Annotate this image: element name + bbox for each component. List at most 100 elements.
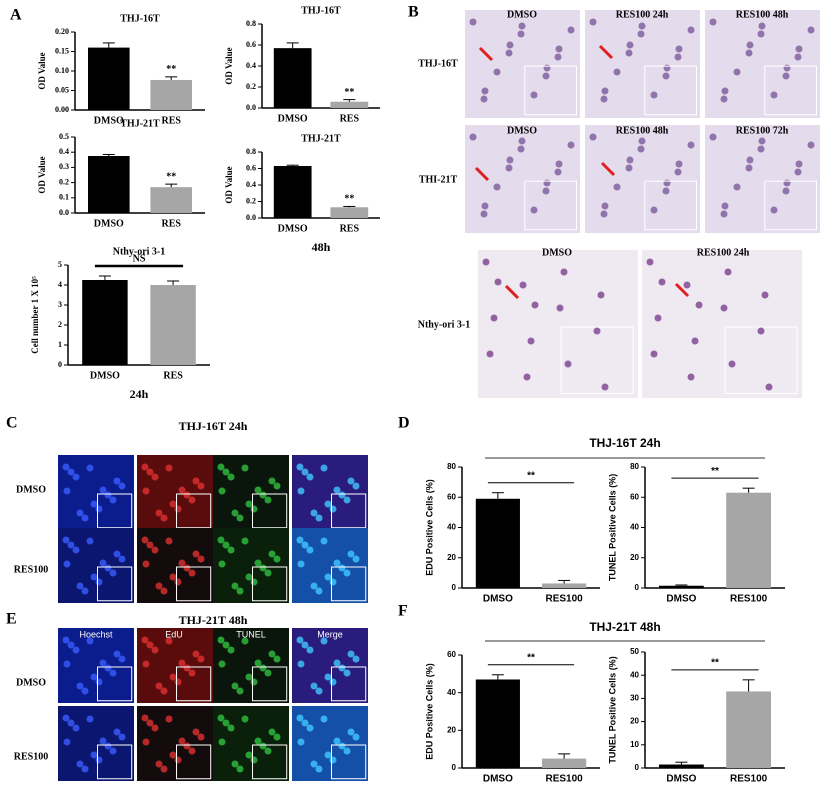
- cell: [174, 756, 182, 764]
- cell: [343, 569, 351, 577]
- micrograph: [292, 706, 368, 781]
- arrow: [478, 46, 494, 62]
- cell: [517, 145, 525, 153]
- panel-title: THJ-21T 48h: [589, 620, 660, 634]
- cell: [231, 682, 239, 690]
- annotation: **: [711, 466, 719, 477]
- y-tick-label: 0.20: [55, 27, 69, 36]
- cell: [530, 206, 538, 214]
- cell: [543, 64, 551, 72]
- cell: [597, 291, 605, 299]
- cell: [259, 491, 267, 499]
- annotation: NS: [133, 253, 146, 264]
- annotation: **: [344, 87, 354, 98]
- cell: [86, 464, 94, 472]
- y-tick-label: 80: [447, 462, 456, 471]
- y-tick-label: 0.10: [55, 66, 69, 75]
- cell: [227, 546, 235, 554]
- x-tick-label: DMSO: [94, 218, 124, 229]
- cell: [329, 678, 337, 686]
- inset: [644, 180, 698, 231]
- y-tick-label: 80: [630, 462, 639, 471]
- cell: [165, 464, 173, 472]
- annotation: **: [527, 470, 535, 481]
- cell: [320, 537, 328, 545]
- cell: [188, 669, 196, 677]
- cell: [236, 514, 244, 522]
- cell: [352, 555, 360, 563]
- cell: [601, 87, 609, 95]
- cell: [155, 682, 163, 690]
- micrograph: [58, 628, 134, 703]
- inset: [176, 566, 212, 602]
- y-tick-label: 10: [630, 740, 639, 749]
- micrograph: [58, 455, 134, 530]
- channel-label: EdU: [165, 629, 183, 639]
- cell: [746, 156, 754, 164]
- cell: [795, 45, 803, 53]
- cell: [63, 660, 71, 668]
- y-tick-label: 0.5: [59, 132, 69, 141]
- cell: [254, 559, 262, 567]
- micrograph: [292, 528, 368, 603]
- cell: [273, 733, 281, 741]
- column-label: RES100 24h: [616, 9, 669, 20]
- cell: [218, 660, 226, 668]
- y-tick-label: 0: [452, 583, 457, 592]
- cell: [782, 72, 790, 80]
- cell: [296, 714, 304, 722]
- cell: [746, 41, 754, 49]
- cell: [217, 714, 225, 722]
- cell: [333, 559, 341, 567]
- cell: [197, 733, 205, 741]
- cell: [217, 463, 225, 471]
- bar: [475, 498, 520, 588]
- cell: [315, 587, 323, 595]
- y-axis-label: OD Value: [37, 156, 47, 193]
- cell: [601, 202, 609, 210]
- panel-label: D: [398, 415, 410, 432]
- bar: [475, 679, 520, 768]
- cell: [109, 747, 117, 755]
- cell: [241, 537, 249, 545]
- cell: [81, 687, 89, 695]
- cell: [99, 486, 107, 494]
- y-tick-label: 0.00: [55, 105, 69, 114]
- cell: [67, 468, 75, 476]
- cell: [76, 760, 84, 768]
- cell: [222, 641, 230, 649]
- y-tick-label: 0.2: [246, 196, 256, 205]
- micrograph: [137, 628, 213, 703]
- cell: [104, 564, 112, 572]
- cell: [306, 473, 314, 481]
- cell: [174, 678, 182, 686]
- cell: [81, 587, 89, 595]
- cell: [151, 724, 159, 732]
- chart-title: THJ-16T: [301, 5, 341, 16]
- cell: [589, 18, 597, 26]
- cell: [480, 95, 488, 103]
- cell: [555, 160, 563, 168]
- cell: [104, 664, 112, 672]
- y-tick-label: 0.2: [246, 82, 256, 91]
- chart-title: THJ-21T: [120, 118, 160, 129]
- cell: [268, 650, 276, 658]
- cell: [613, 183, 621, 191]
- cell: [523, 373, 531, 381]
- cell: [720, 95, 728, 103]
- cell: [674, 53, 682, 61]
- cell: [324, 573, 332, 581]
- panel-label: A: [10, 7, 22, 24]
- cell: [62, 714, 70, 722]
- cell: [90, 673, 98, 681]
- cell: [245, 500, 253, 508]
- cell: [142, 738, 150, 746]
- cell: [241, 464, 249, 472]
- micrograph: [137, 706, 213, 781]
- cell: [118, 733, 126, 741]
- cell: [555, 45, 563, 53]
- cell: [268, 728, 276, 736]
- y-tick-label: 0.2: [59, 177, 69, 186]
- cell: [222, 719, 230, 727]
- inset: [331, 566, 367, 602]
